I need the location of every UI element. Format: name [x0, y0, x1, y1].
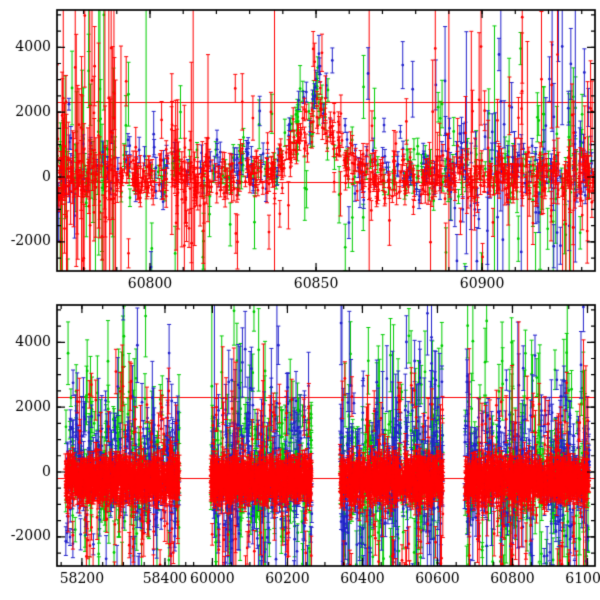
light-curve-figure [0, 0, 600, 600]
light-curves-canvas [0, 0, 600, 600]
